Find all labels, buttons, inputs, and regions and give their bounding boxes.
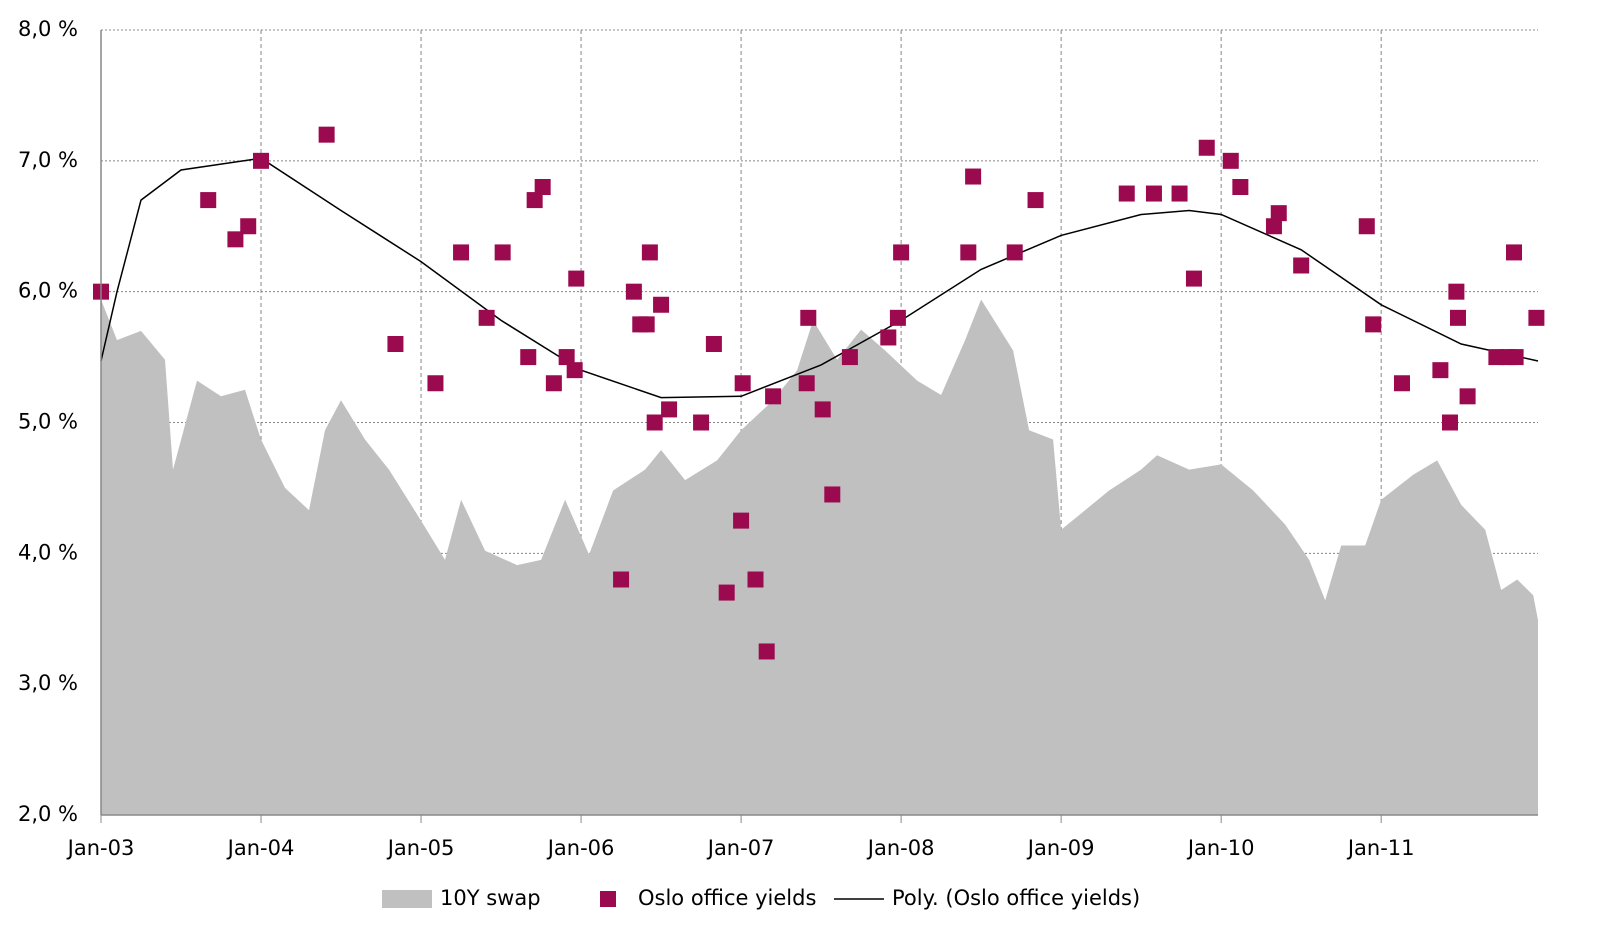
yield-point <box>568 270 585 287</box>
y-tick-label: 4,0 % <box>18 540 78 564</box>
y-tick-label: 6,0 % <box>18 279 78 303</box>
yield-point <box>478 309 495 326</box>
yield-point <box>758 643 775 660</box>
yield-point <box>1145 185 1162 202</box>
legend-swatch <box>382 890 432 908</box>
yield-point <box>534 179 551 195</box>
yield-point <box>613 571 630 588</box>
yield-point <box>1171 185 1188 202</box>
yield-point <box>705 336 722 352</box>
x-tick-label: Jan-04 <box>226 836 295 860</box>
swap-area <box>101 299 1538 815</box>
yield-point <box>1449 309 1466 326</box>
yield-point <box>638 316 655 333</box>
yield-point <box>1507 349 1524 366</box>
yield-point <box>1118 185 1135 202</box>
yield-point <box>734 375 751 392</box>
yield-point <box>661 401 678 418</box>
yield-point <box>558 349 575 366</box>
yield-point <box>889 309 906 326</box>
yield-point <box>1358 218 1375 235</box>
yield-point <box>1265 218 1282 235</box>
x-tick-label: Jan-05 <box>386 836 455 860</box>
yield-point <box>960 244 977 261</box>
yield-point <box>733 512 750 529</box>
yield-point <box>1270 205 1287 222</box>
yield-point <box>1222 152 1239 169</box>
y-tick-label: 8,0 % <box>18 17 78 41</box>
yield-point <box>1393 375 1410 392</box>
y-tick-label: 3,0 % <box>18 671 78 695</box>
yield-point <box>1505 244 1522 261</box>
yield-point <box>1006 244 1023 261</box>
x-tick-label: Jan-07 <box>706 836 775 860</box>
yield-point <box>718 584 735 601</box>
yield-point <box>965 168 982 185</box>
yield-point <box>893 244 910 261</box>
x-tick-label: Jan-11 <box>1346 836 1415 860</box>
trend-line <box>100 157 1539 399</box>
x-tick-label: Jan-03 <box>66 836 135 860</box>
yield-point <box>1365 316 1382 333</box>
yield-point <box>1198 139 1215 156</box>
yield-point <box>824 486 841 503</box>
yield-point <box>800 309 817 326</box>
yield-point <box>526 192 543 209</box>
y-tick-label: 5,0 % <box>18 410 78 434</box>
legend-swatch <box>600 891 616 907</box>
yield-point <box>387 336 404 352</box>
yield-point <box>545 375 562 392</box>
yield-point <box>427 375 444 392</box>
yield-point <box>1185 270 1202 287</box>
yield-point <box>318 126 335 143</box>
yield-point <box>566 362 583 379</box>
yield-point <box>646 414 663 431</box>
yield-point <box>200 192 217 209</box>
yield-point <box>653 296 670 313</box>
x-tick-label: Jan-06 <box>546 836 615 860</box>
yield-point <box>227 231 244 248</box>
yield-point <box>494 244 511 261</box>
yield-point <box>841 349 858 366</box>
yield-point <box>520 349 537 366</box>
x-tick-label: Jan-08 <box>866 836 935 860</box>
yield-point <box>641 244 658 261</box>
yield-point <box>1528 309 1545 326</box>
yield-point <box>1441 414 1458 431</box>
yield-point <box>880 329 897 346</box>
x-tick-label: Jan-09 <box>1026 836 1095 860</box>
legend-label: 10Y swap <box>440 886 541 910</box>
x-tick-label: Jan-10 <box>1186 836 1255 860</box>
yield-point <box>747 571 764 588</box>
yield-point <box>814 401 831 418</box>
yield-point <box>765 388 782 405</box>
yield-point <box>1459 388 1476 405</box>
yield-point <box>798 375 815 392</box>
legend-label: Poly. (Oslo office yields) <box>892 886 1140 910</box>
y-tick-label: 2,0 % <box>18 802 78 826</box>
yield-point <box>240 218 257 235</box>
y-tick-label: 7,0 % <box>18 148 78 172</box>
yield-point <box>1432 362 1449 379</box>
yield-point <box>693 414 710 431</box>
yield-point <box>453 244 470 261</box>
yield-point <box>625 283 642 300</box>
legend-label: Oslo office yields <box>638 886 816 910</box>
yield-point <box>253 152 270 169</box>
yield-point <box>1448 283 1465 300</box>
yield-point <box>1232 179 1249 195</box>
yield-point <box>1027 192 1044 209</box>
yield-point <box>1293 257 1310 274</box>
